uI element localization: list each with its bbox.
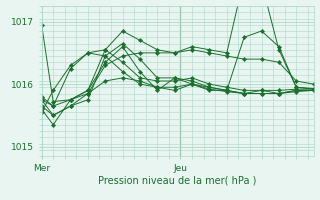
X-axis label: Pression niveau de la mer( hPa ): Pression niveau de la mer( hPa ) xyxy=(99,175,257,185)
